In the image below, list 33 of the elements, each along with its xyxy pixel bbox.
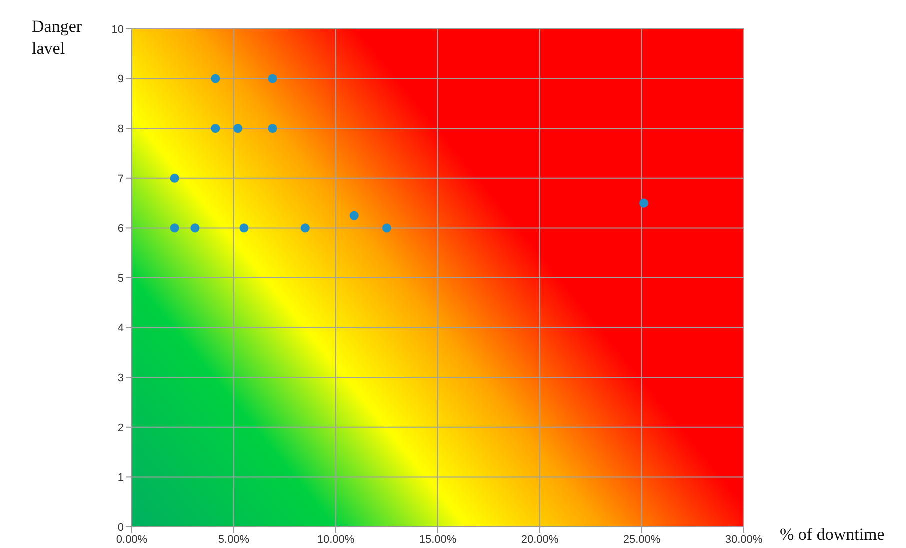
point: [211, 74, 220, 84]
y-tick-label: 10: [112, 24, 124, 36]
point: [382, 224, 392, 233]
y-tick-label: 7: [118, 173, 124, 186]
x-tick-label: 20.00%: [521, 534, 559, 546]
point: [268, 74, 278, 84]
y-tick-label: 6: [118, 223, 124, 236]
y-tick-label: 3: [118, 372, 124, 385]
y-tick-label: 4: [118, 322, 124, 335]
x-tick-label: 5.00%: [218, 534, 250, 546]
point: [211, 124, 220, 134]
point: [640, 198, 649, 208]
x-tick-label: 25.00%: [623, 534, 661, 546]
x-tick-label: 15.00%: [419, 534, 457, 546]
x-tick-label: 0.00%: [116, 534, 148, 546]
point: [170, 224, 180, 233]
point: [300, 224, 310, 233]
y-tick-label: 2: [118, 422, 124, 434]
x-tick-label: 30.00%: [725, 534, 763, 546]
point: [268, 124, 278, 134]
point: [350, 211, 359, 220]
y-tick-label: 9: [118, 74, 124, 86]
x-tick-label: 10.00%: [317, 534, 355, 546]
point: [170, 174, 180, 183]
point: [234, 124, 243, 134]
point: [240, 224, 249, 233]
y-axis-title: Danger lavel: [32, 16, 82, 60]
y-tick-label: 0: [118, 522, 124, 534]
point: [190, 224, 200, 233]
x-axis-title: % of downtime: [780, 525, 885, 545]
y-tick-label: 5: [118, 272, 124, 285]
y-tick-label: 8: [118, 124, 124, 136]
y-tick-label: 1: [118, 472, 124, 484]
